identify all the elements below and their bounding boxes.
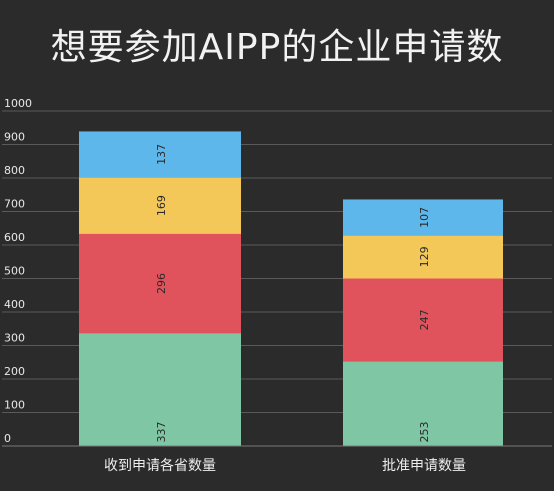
y-tick-label: 0 — [4, 432, 11, 445]
y-tick-label: 400 — [4, 298, 25, 311]
bar-segment — [79, 233, 241, 334]
x-category-label: 收到申请各省数量 — [104, 458, 216, 474]
data-label: 129 — [418, 246, 431, 267]
bar-segment — [343, 278, 503, 362]
y-tick-label: 1000 — [4, 97, 32, 110]
data-label: 137 — [155, 144, 168, 165]
x-category-label: 批准申请数量 — [382, 458, 466, 474]
bar-segment — [343, 361, 503, 446]
y-tick-label: 600 — [4, 231, 25, 244]
y-tick-label: 700 — [4, 198, 25, 211]
bar-segment — [79, 333, 241, 446]
chart-title: 想要参加AIPP的企业申请数 — [50, 27, 504, 68]
y-tick-label: 900 — [4, 131, 25, 144]
y-tick-label: 500 — [4, 265, 25, 278]
data-label: 296 — [155, 273, 168, 294]
data-label: 253 — [418, 422, 431, 443]
data-label: 247 — [418, 309, 431, 330]
data-label: 107 — [418, 207, 431, 228]
bar-segment — [343, 235, 503, 279]
bar-segment — [79, 177, 241, 234]
bar-segment — [79, 131, 241, 178]
y-tick-label: 100 — [4, 399, 25, 412]
data-label: 169 — [155, 195, 168, 216]
data-label: 337 — [155, 422, 168, 443]
y-tick-label: 800 — [4, 164, 25, 177]
bar-segment — [343, 199, 503, 236]
y-tick-label: 300 — [4, 332, 25, 345]
y-tick-label: 200 — [4, 365, 25, 378]
